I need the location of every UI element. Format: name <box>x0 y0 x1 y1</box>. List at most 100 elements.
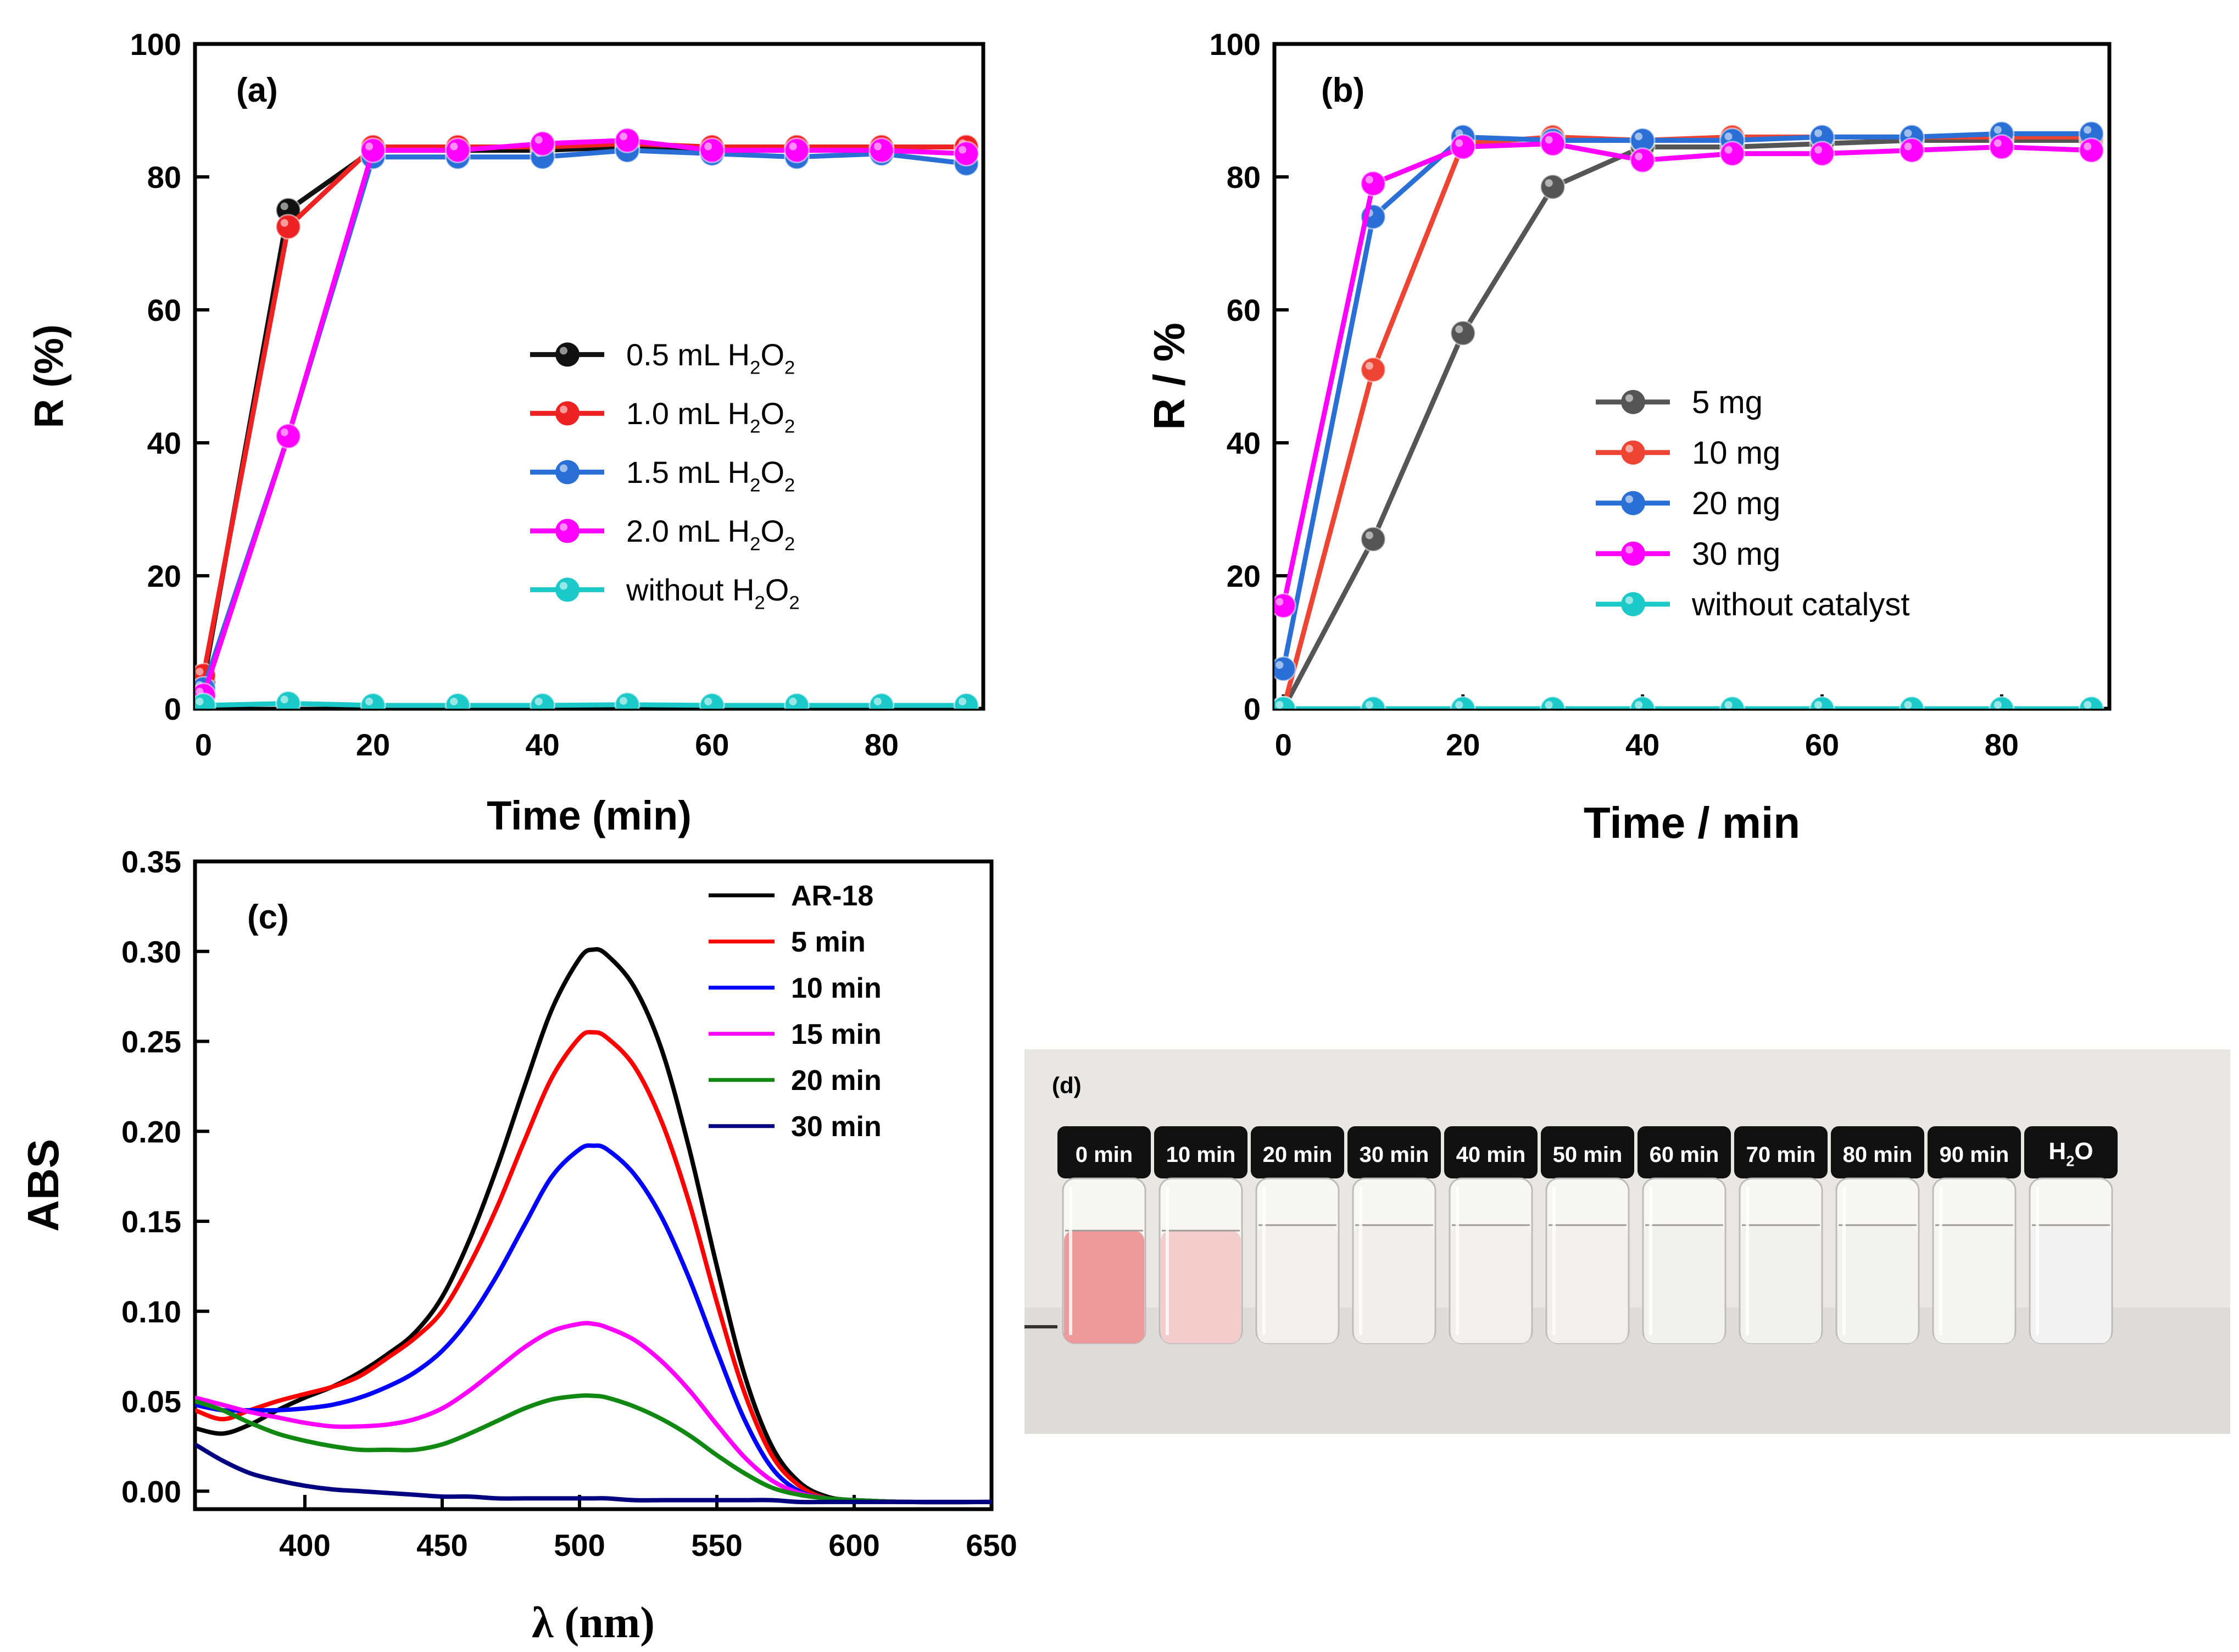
point-highlight <box>280 696 288 704</box>
photo-panel-d: (d) 0 min 10 min 20 min 30 min 40 min 50 min 60… <box>1024 1049 2230 1434</box>
point-highlight <box>1455 700 1463 709</box>
panel-label: (c) <box>247 898 289 936</box>
point-highlight <box>1545 179 1553 187</box>
water-vial: H2O <box>2024 1126 2118 1344</box>
point-highlight <box>1993 139 2002 147</box>
y-tick-label: 20 <box>147 559 181 593</box>
legend-label: 1.0 mL H2O2 <box>626 396 795 437</box>
series-2 <box>1274 120 2104 682</box>
vial-cap <box>1444 1126 1538 1178</box>
series-line <box>201 148 967 690</box>
series-line <box>195 1442 992 1505</box>
x-tick-label: 0 <box>195 727 212 762</box>
point-highlight <box>1365 176 1373 184</box>
series-4 <box>195 690 979 709</box>
y-tick-label: 0.05 <box>121 1384 181 1419</box>
data-point <box>1360 357 1386 383</box>
vial-liquid <box>1644 1225 1724 1343</box>
vial-liquid <box>1934 1225 2014 1343</box>
x-tick-label: 0 <box>1275 727 1292 762</box>
point-highlight <box>1276 700 1284 709</box>
data-point <box>1540 174 1566 200</box>
legend-label: 30 min <box>791 1111 882 1143</box>
point-highlight <box>1724 700 1733 709</box>
point-highlight <box>789 697 797 705</box>
series-1 <box>195 1030 992 1505</box>
legend-item: 2.0 mL H2O2 <box>530 514 795 555</box>
x-axis-label: λ (nm) <box>532 1599 655 1647</box>
vial: 70 min <box>1734 1126 1828 1344</box>
legend-marker-highlight <box>1625 495 1634 503</box>
plot-frame <box>193 859 994 1511</box>
legend-label: 10 mg <box>1692 435 1780 471</box>
vial-cap <box>1734 1126 1828 1178</box>
y-tick-label: 0.10 <box>121 1294 181 1329</box>
series-5 <box>195 1442 992 1505</box>
vial: 20 min <box>1251 1126 1344 1344</box>
series-line <box>203 700 967 708</box>
y-tick-label: 60 <box>147 293 181 327</box>
y-tick-label: 0 <box>164 692 181 726</box>
x-tick-label: 400 <box>279 1528 330 1562</box>
series-2 <box>195 1143 992 1505</box>
legend-marker <box>555 342 580 367</box>
vial-liquid <box>2031 1225 2111 1343</box>
data-point <box>530 131 556 157</box>
vial-cap <box>1638 1126 1731 1178</box>
point-highlight <box>1814 146 1823 154</box>
legend-marker-highlight <box>559 523 568 531</box>
chart-panel-a: 0 20 40 60 80 0 20 40 60 80 100 Time (min) R (%) (a) 0… <box>26 27 985 838</box>
vial-cap <box>1831 1126 1924 1178</box>
x-tick-label: 40 <box>1625 727 1659 762</box>
data-point <box>444 692 471 709</box>
point-highlight <box>1455 139 1463 147</box>
series-line <box>1280 131 2092 670</box>
legend: 0.5 mL H2O2 1.0 mL H2O2 1.5 mL H2O2 2.0 mL … <box>530 337 800 614</box>
legend-label: without catalyst <box>1691 587 1910 622</box>
point-highlight <box>1724 146 1733 154</box>
legend-marker-highlight <box>1625 394 1634 402</box>
legend-item: 30 mg <box>1596 536 1780 572</box>
y-tick-label: 0 <box>1244 692 1261 726</box>
data-point <box>1450 134 1476 160</box>
data-point <box>1540 131 1566 157</box>
series-line <box>195 1030 992 1505</box>
point-highlight <box>959 697 967 705</box>
y-axis-label: R / % <box>1145 322 1194 430</box>
y-tick-label: 0.35 <box>121 844 181 879</box>
point-highlight <box>1365 361 1373 370</box>
y-tick-label: 80 <box>1227 160 1261 194</box>
legend-item: 1.5 mL H2O2 <box>530 455 795 496</box>
point-highlight <box>2084 126 2092 134</box>
point-highlight <box>2084 142 2092 151</box>
legend-label: 2.0 mL H2O2 <box>626 514 795 555</box>
series-2 <box>195 137 979 702</box>
data-point <box>1360 170 1386 197</box>
legend-marker-highlight <box>559 405 568 414</box>
data-point <box>360 692 386 709</box>
legend-item: 15 min <box>709 1019 882 1050</box>
vial-label: 80 min <box>1843 1143 1913 1167</box>
point-highlight <box>1814 129 1823 137</box>
data-point <box>1898 137 1925 164</box>
data-point <box>1450 696 1476 709</box>
point-highlight <box>280 202 288 210</box>
data-point <box>2078 696 2104 709</box>
legend-marker-highlight <box>1625 546 1634 554</box>
series-line <box>195 1321 992 1505</box>
data-point <box>360 137 386 164</box>
x-tick-label: 60 <box>695 727 729 762</box>
point-highlight <box>1365 531 1373 539</box>
vial-label: 10 min <box>1166 1143 1236 1167</box>
y-tick-label: 0.25 <box>121 1025 181 1059</box>
legend-marker-highlight <box>559 464 568 472</box>
legend-item: 5 min <box>709 926 866 958</box>
x-axis-label: Time (min) <box>487 793 692 838</box>
x-tick-label: 550 <box>691 1528 742 1562</box>
legend-item: 30 min <box>709 1111 882 1143</box>
vial-label: 70 min <box>1746 1143 1816 1167</box>
point-highlight <box>704 142 712 151</box>
legend-item: without H2O2 <box>530 572 800 614</box>
point-highlight <box>1635 700 1643 709</box>
